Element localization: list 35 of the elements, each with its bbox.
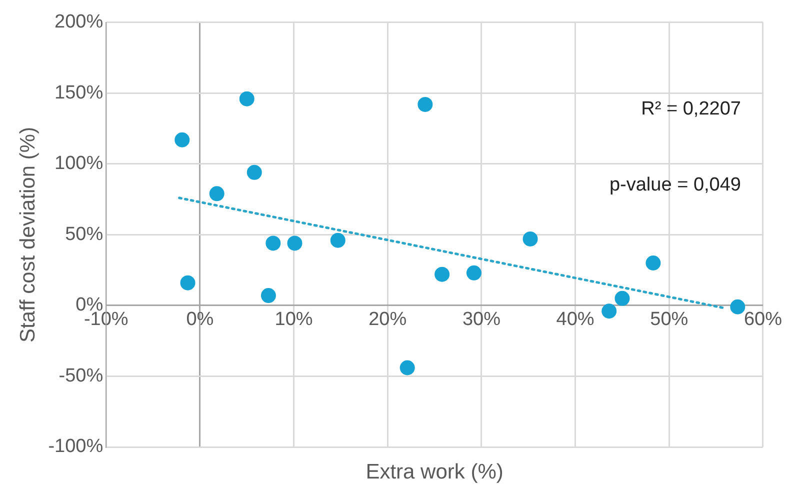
point [614,290,630,306]
point [239,91,254,106]
point [266,236,281,251]
point [400,360,415,376]
point [260,288,276,304]
x-axis-title: Extra work (%) [366,460,504,484]
x-tick-label: 10% [274,309,313,330]
point [434,266,450,282]
y-tick-label: -100% [48,436,104,458]
x-tick-label: 30% [462,309,501,330]
annotation: p-value = 0,049 [609,174,741,196]
point [418,96,433,112]
y-tick-label: 150% [54,82,104,104]
point [246,164,262,180]
x-tick-label: 0% [186,309,214,330]
point [209,186,224,202]
point [180,275,196,290]
point [602,304,617,319]
point [330,232,346,248]
x-tick-label: 50% [650,309,688,330]
point [174,132,190,148]
y-tick-label: -50% [58,365,104,386]
point [466,265,482,280]
point [730,299,746,314]
x-tick-label: 40% [556,309,594,330]
annotation: R² = 0,2207 [641,98,741,120]
x-tick-label: 60% [744,309,782,330]
y-tick-label: 100% [54,153,104,174]
x-tick-label: 20% [368,309,407,330]
y-axis-title: Staff cost deviation (%) [16,126,40,342]
y-tick-label: 200% [54,12,104,33]
point [522,231,538,246]
y-tick-label: 50% [65,224,104,245]
point [287,236,302,251]
point [646,256,661,271]
